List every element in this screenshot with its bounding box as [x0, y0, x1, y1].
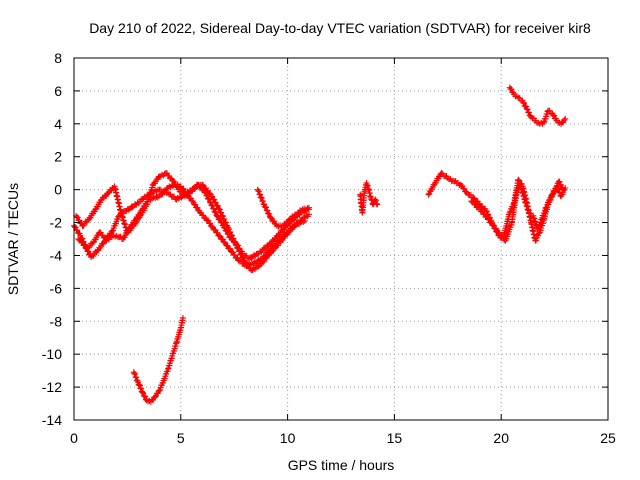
series-trace-f	[357, 180, 380, 216]
data-point	[515, 94, 521, 100]
y-tick-label: 6	[54, 83, 62, 99]
x-tick-label: 15	[387, 430, 403, 446]
y-tick-label: 4	[54, 116, 62, 132]
data-points	[71, 85, 568, 405]
sdtvar-chart: Day 210 of 2022, Sidereal Day-to-day VTE…	[0, 0, 640, 480]
y-tick-label: -10	[42, 346, 62, 362]
x-tick-label: 20	[493, 430, 509, 446]
y-tick-label: -14	[42, 412, 62, 428]
y-tick-label: 2	[54, 149, 62, 165]
y-tick-label: -6	[50, 280, 63, 296]
y-tick-label: -12	[42, 379, 62, 395]
x-tick-label: 10	[280, 430, 296, 446]
x-tick-label: 0	[70, 430, 78, 446]
series-trace-i	[507, 85, 569, 127]
y-axis-label: SDTVAR / TECUs	[5, 183, 21, 295]
x-tick-label: 5	[177, 430, 185, 446]
x-tick-label: 25	[600, 430, 616, 446]
y-tick-label: -8	[50, 313, 63, 329]
series-trace-e	[131, 315, 186, 405]
y-tick-label: 0	[54, 182, 62, 198]
y-tick-label: -2	[50, 215, 63, 231]
data-point-interp	[538, 120, 544, 126]
chart-title: Day 210 of 2022, Sidereal Day-to-day VTE…	[89, 20, 591, 36]
x-axis-label: GPS time / hours	[288, 457, 395, 473]
y-tick-label: -4	[50, 247, 63, 263]
y-tick-label: 8	[54, 50, 62, 66]
